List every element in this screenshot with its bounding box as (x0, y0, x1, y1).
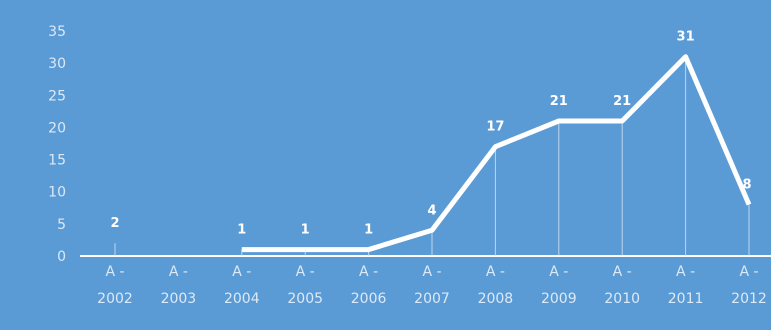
y-tick-label: 0 (57, 249, 66, 265)
data-label: 17 (486, 120, 504, 135)
series-line (241, 54, 752, 253)
data-label: 21 (613, 94, 631, 109)
data-label: 4 (427, 203, 436, 218)
x-tick-label: A - 2007 (414, 264, 450, 307)
x-tick-label-line1: A - (676, 264, 695, 280)
x-tick-label: A - 2008 (478, 264, 514, 307)
y-tick-label: 35 (48, 24, 66, 40)
x-tick-label: A - 2005 (287, 264, 323, 307)
x-tick-label-line2: 2006 (351, 291, 387, 307)
y-tick-label: 20 (48, 120, 66, 136)
x-tick-label: A - 2003 (161, 264, 197, 307)
x-tick-label: A - 2004 (224, 264, 260, 307)
x-tick-label-line2: 2002 (97, 291, 133, 307)
x-tick-label: A - 2010 (604, 264, 640, 307)
x-tick-label-line1: A - (232, 264, 251, 280)
x-tick-label: A - 2011 (668, 264, 704, 307)
x-tick-label-line2: 2011 (668, 291, 704, 307)
data-label: 2 (110, 216, 119, 231)
x-tick-label: A - 2006 (351, 264, 387, 307)
x-tick-label-line1: A - (296, 264, 315, 280)
y-tick-label: 30 (48, 56, 66, 72)
data-label: 21 (550, 94, 568, 109)
x-tick-label-line2: 2008 (478, 291, 514, 307)
y-tick-label: 15 (48, 153, 66, 169)
x-tick-label-line2: 2003 (161, 291, 197, 307)
x-tick-label-line1: A - (486, 264, 505, 280)
data-label: 1 (364, 223, 373, 238)
y-axis: 0 5 10 15 20 25 30 35 (48, 24, 66, 265)
x-tick-label-line1: A - (739, 264, 758, 280)
x-tick-label-line2: 2012 (731, 291, 767, 307)
data-label: 1 (301, 223, 310, 238)
data-label: 1 (237, 223, 246, 238)
x-tick-label: A - 2012 (731, 264, 767, 307)
y-tick-label: 10 (48, 185, 66, 201)
x-tick-label-line2: 2010 (604, 291, 640, 307)
x-tick-label: A - 2009 (541, 264, 577, 307)
x-tick-label-line1: A - (359, 264, 378, 280)
x-axis: A - 2002 A - 2003 A - 2004 A - 2005 A - 2006 A - 20… (80, 255, 771, 307)
data-label: 31 (677, 30, 695, 45)
x-tick-label-line1: A - (613, 264, 632, 280)
x-tick-label-line2: 2009 (541, 291, 577, 307)
y-tick-label: 25 (48, 88, 66, 104)
data-label: 8 (742, 178, 751, 193)
series-group (241, 54, 752, 253)
x-tick-label-line1: A - (169, 264, 188, 280)
x-tick-label-line1: A - (105, 264, 124, 280)
x-tick-label-line2: 2004 (224, 291, 260, 307)
x-tick-label-line2: 2005 (287, 291, 323, 307)
x-tick-label-line2: 2007 (414, 291, 450, 307)
x-tick-label-line1: A - (549, 264, 568, 280)
y-tick-label: 5 (57, 217, 66, 233)
x-tick-label: A - 2002 (97, 264, 133, 307)
x-tick-label-line1: A - (422, 264, 441, 280)
